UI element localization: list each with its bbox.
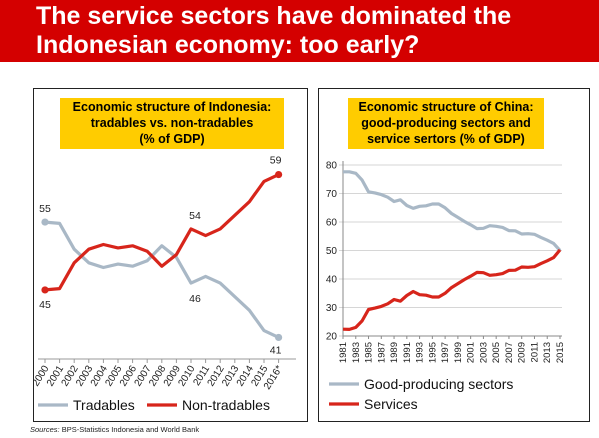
- china-chart-panel: 20 30 40 50 60 70 80 1981 1983 1985 1987 1989 1991 19…: [318, 88, 590, 422]
- non-tradables-line: [44, 173, 280, 292]
- china-chart-title: Economic structure of China: good-produc…: [348, 98, 544, 149]
- tradables-line: [44, 220, 280, 339]
- indonesia-chart-title-line: (% of GDP): [139, 132, 205, 146]
- tradables-end-marker: [275, 333, 283, 342]
- sources-text: BPS-Statistics Indonesia and World Bank: [59, 425, 200, 434]
- x-tick-label: 2003: [478, 342, 489, 363]
- tradables-end-marker: [41, 218, 49, 226]
- x-tick-label: 2011: [529, 342, 540, 362]
- y-tick-label: 80: [326, 161, 338, 172]
- data-label: 41: [270, 344, 282, 356]
- x-tick-label: 2005: [491, 342, 502, 363]
- indonesia-chart: 2000200120022003200420052006200720082009…: [34, 155, 296, 413]
- data-label: 45: [39, 299, 51, 311]
- non-tradables-end-marker: [41, 286, 49, 294]
- title-bar: [0, 0, 599, 62]
- legend-label-goods: Good-producing sectors: [364, 376, 513, 392]
- sources-label: Sources:: [30, 425, 60, 434]
- indonesia-chart-title-line: Economic structure of Indonesia:: [72, 100, 272, 114]
- services-line: [342, 248, 562, 331]
- non-tradables-end-marker: [275, 170, 283, 179]
- x-tick-label: 1983: [351, 342, 362, 363]
- y-tick-label: 20: [326, 332, 338, 343]
- china-chart-title-line: good-producing sectors and: [361, 116, 531, 130]
- x-tick-label: 1999: [453, 342, 464, 363]
- x-tick-label: 1991: [402, 342, 413, 363]
- x-tick-label: 2013: [542, 342, 553, 363]
- slide-title-line-2: Indonesian economy: too early?: [36, 31, 420, 59]
- slide-title: The service sectors have dominated the I…: [36, 2, 596, 60]
- x-tick-label: 2001: [466, 342, 477, 363]
- data-label: 59: [270, 155, 282, 167]
- indonesia-chart-title-line: tradables vs. non-tradables: [90, 116, 254, 130]
- x-tick-label: 1981: [338, 342, 349, 363]
- y-tick-label: 50: [326, 246, 338, 257]
- x-tick-label: 2015: [555, 342, 566, 363]
- y-tick-label: 40: [326, 275, 338, 286]
- x-tick-label: 2009: [517, 342, 528, 363]
- x-tick-label: 1997: [440, 342, 451, 363]
- slide-title-line-1: The service sectors have dominated the: [36, 2, 512, 30]
- x-tick-label: 1985: [364, 342, 375, 363]
- indonesia-chart-title: Economic structure of Indonesia: tradabl…: [60, 98, 284, 149]
- legend-label-services: Services: [364, 396, 418, 412]
- x-tick-label: 1989: [389, 342, 400, 363]
- legend-label-tradables: Tradables: [73, 397, 135, 413]
- data-label: 46: [189, 293, 201, 305]
- china-chart-title-line: Economic structure of China:: [358, 100, 534, 114]
- china-chart-title-line: service sertors (% of GDP): [367, 132, 525, 146]
- sources-note: Sources: BPS-Statistics Indonesia and Wo…: [30, 425, 199, 434]
- y-tick-label: 70: [326, 189, 338, 200]
- y-tick-label: 60: [326, 218, 338, 229]
- x-tick-label: 1987: [376, 342, 387, 363]
- legend-label-non-tradables: Non-tradables: [182, 397, 270, 413]
- data-label: 55: [39, 203, 51, 215]
- indonesia-chart-panel: 2000 2001 2002 2003 2004 2005 2006 2007 2008 2009…: [33, 88, 308, 422]
- x-tick-label: 1995: [427, 342, 438, 363]
- x-tick-label: 2007: [504, 342, 515, 363]
- y-tick-label: 30: [326, 303, 338, 314]
- x-tick-label: 1993: [415, 342, 426, 363]
- goods-line: [343, 170, 562, 252]
- data-label: 54: [189, 210, 201, 222]
